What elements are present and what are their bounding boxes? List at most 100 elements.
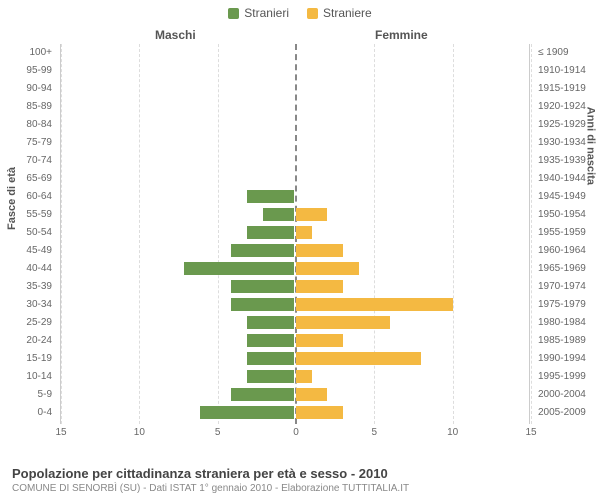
pyramid-row: 75-791930-1934	[61, 134, 529, 152]
bar-male	[231, 280, 294, 293]
birth-year-label: 1975-1979	[538, 296, 600, 314]
birth-year-label: 1915-1919	[538, 80, 600, 98]
column-header-left: Maschi	[155, 28, 196, 42]
age-label: 0-4	[0, 404, 52, 422]
birth-year-label: 1935-1939	[538, 152, 600, 170]
bar-male	[247, 190, 294, 203]
birth-year-label: 1950-1954	[538, 206, 600, 224]
x-tick-label: 15	[525, 427, 536, 438]
bar-male	[200, 406, 294, 419]
bar-male	[247, 316, 294, 329]
footer-title: Popolazione per cittadinanza straniera p…	[12, 466, 588, 481]
bar-female	[296, 316, 390, 329]
birth-year-label: 1980-1984	[538, 314, 600, 332]
x-tick-label: 5	[215, 427, 221, 438]
x-tick-label: 5	[372, 427, 378, 438]
legend-swatch-female	[307, 8, 318, 19]
legend: Stranieri Straniere	[0, 0, 600, 20]
bar-female	[296, 226, 312, 239]
pyramid-chart: Maschi Femmine 100+≤ 190995-991910-19149…	[60, 30, 530, 430]
birth-year-label: 1965-1969	[538, 260, 600, 278]
pyramid-row: 0-42005-2009	[61, 404, 529, 422]
legend-item-female: Straniere	[307, 6, 372, 20]
pyramid-row: 50-541955-1959	[61, 224, 529, 242]
chart-footer: Popolazione per cittadinanza straniera p…	[12, 466, 588, 494]
age-label: 60-64	[0, 188, 52, 206]
bar-female	[296, 334, 343, 347]
birth-year-label: 1995-1999	[538, 368, 600, 386]
age-label: 35-39	[0, 278, 52, 296]
birth-year-label: 1960-1964	[538, 242, 600, 260]
grid-line	[531, 44, 532, 424]
bar-female	[296, 388, 327, 401]
birth-year-label: 1990-1994	[538, 350, 600, 368]
pyramid-row: 60-641945-1949	[61, 188, 529, 206]
bar-male	[231, 388, 294, 401]
bar-female	[296, 298, 453, 311]
bar-male	[231, 244, 294, 257]
birth-year-label: 1940-1944	[538, 170, 600, 188]
pyramid-row: 35-391970-1974	[61, 278, 529, 296]
birth-year-label: 2005-2009	[538, 404, 600, 422]
birth-year-label: 1910-1914	[538, 62, 600, 80]
pyramid-row: 55-591950-1954	[61, 206, 529, 224]
bar-female	[296, 406, 343, 419]
x-tick-label: 10	[134, 427, 145, 438]
x-tick-label: 15	[55, 427, 66, 438]
pyramid-row: 30-341975-1979	[61, 296, 529, 314]
pyramid-row: 95-991910-1914	[61, 62, 529, 80]
age-label: 75-79	[0, 134, 52, 152]
birth-year-label: 1945-1949	[538, 188, 600, 206]
pyramid-row: 90-941915-1919	[61, 80, 529, 98]
bar-male	[247, 226, 294, 239]
age-label: 30-34	[0, 296, 52, 314]
bar-male	[231, 298, 294, 311]
pyramid-row: 40-441965-1969	[61, 260, 529, 278]
age-label: 70-74	[0, 152, 52, 170]
footer-subtitle: COMUNE DI SENORBÌ (SU) - Dati ISTAT 1° g…	[12, 483, 588, 494]
plot-area: 100+≤ 190995-991910-191490-941915-191985…	[60, 44, 530, 424]
bar-female	[296, 370, 312, 383]
bar-female	[296, 280, 343, 293]
pyramid-row: 5-92000-2004	[61, 386, 529, 404]
x-tick-label: 0	[293, 427, 299, 438]
pyramid-row: 15-191990-1994	[61, 350, 529, 368]
age-label: 40-44	[0, 260, 52, 278]
age-label: 95-99	[0, 62, 52, 80]
column-header-right: Femmine	[375, 28, 428, 42]
birth-year-label: 1920-1924	[538, 98, 600, 116]
age-label: 25-29	[0, 314, 52, 332]
birth-year-label: 1955-1959	[538, 224, 600, 242]
legend-swatch-male	[228, 8, 239, 19]
age-label: 50-54	[0, 224, 52, 242]
bar-male	[247, 370, 294, 383]
legend-label-male: Stranieri	[244, 6, 289, 20]
x-tick-label: 10	[447, 427, 458, 438]
age-label: 5-9	[0, 386, 52, 404]
legend-item-male: Stranieri	[228, 6, 289, 20]
age-label: 10-14	[0, 368, 52, 386]
bar-female	[296, 208, 327, 221]
birth-year-label: 2000-2004	[538, 386, 600, 404]
birth-year-label: 1925-1929	[538, 116, 600, 134]
age-label: 85-89	[0, 98, 52, 116]
bar-male	[247, 334, 294, 347]
birth-year-label: 1985-1989	[538, 332, 600, 350]
age-label: 100+	[0, 44, 52, 62]
pyramid-row: 25-291980-1984	[61, 314, 529, 332]
bar-male	[263, 208, 294, 221]
birth-year-label: 1970-1974	[538, 278, 600, 296]
pyramid-row: 100+≤ 1909	[61, 44, 529, 62]
pyramid-row: 85-891920-1924	[61, 98, 529, 116]
bar-male	[247, 352, 294, 365]
bar-female	[296, 262, 359, 275]
age-label: 15-19	[0, 350, 52, 368]
pyramid-row: 10-141995-1999	[61, 368, 529, 386]
age-label: 80-84	[0, 116, 52, 134]
pyramid-row: 20-241985-1989	[61, 332, 529, 350]
age-label: 55-59	[0, 206, 52, 224]
age-label: 90-94	[0, 80, 52, 98]
age-label: 20-24	[0, 332, 52, 350]
birth-year-label: 1930-1934	[538, 134, 600, 152]
pyramid-row: 70-741935-1939	[61, 152, 529, 170]
